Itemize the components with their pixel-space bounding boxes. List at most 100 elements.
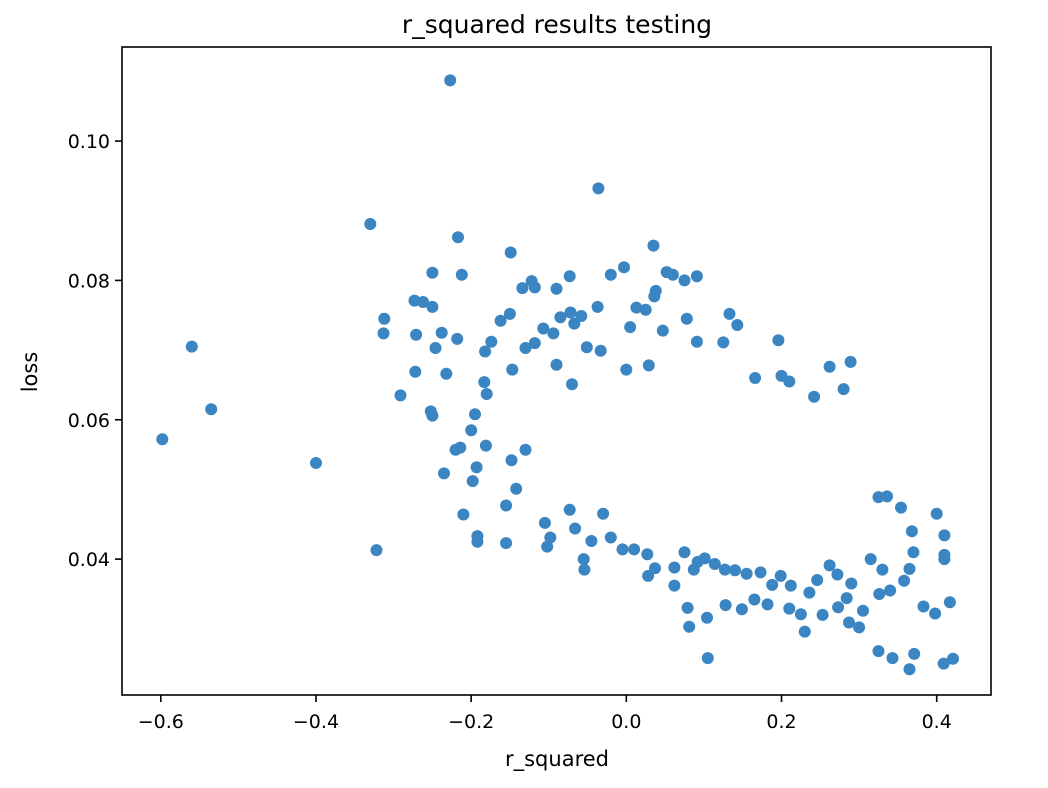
data-point xyxy=(465,424,478,437)
plot-frame xyxy=(121,46,992,696)
data-point xyxy=(604,531,617,544)
data-point xyxy=(853,621,866,634)
data-point xyxy=(377,327,390,340)
data-point xyxy=(185,340,198,353)
data-point xyxy=(417,296,429,308)
data-point xyxy=(678,274,691,287)
data-point xyxy=(749,372,762,384)
data-point xyxy=(449,443,462,456)
data-point xyxy=(494,314,507,327)
data-point xyxy=(898,574,911,587)
y-tick-label: 0.04 xyxy=(68,549,110,571)
data-point xyxy=(591,300,604,313)
y-tick-label: 0.10 xyxy=(68,131,110,153)
data-point xyxy=(832,601,845,614)
data-point xyxy=(840,592,853,605)
data-point xyxy=(435,326,448,339)
data-point xyxy=(666,268,679,281)
data-point xyxy=(803,586,816,599)
data-point xyxy=(519,342,532,354)
data-point xyxy=(929,607,942,620)
data-point xyxy=(624,321,637,334)
data-point xyxy=(370,544,383,557)
data-point xyxy=(478,376,491,389)
data-point xyxy=(748,593,761,606)
data-point xyxy=(907,546,920,559)
data-point xyxy=(811,574,824,586)
data-point xyxy=(864,553,877,566)
data-point xyxy=(440,367,453,380)
data-point xyxy=(683,620,696,633)
data-point xyxy=(578,563,591,576)
data-point xyxy=(394,389,407,402)
data-point xyxy=(620,363,633,376)
data-point xyxy=(444,74,457,87)
data-point xyxy=(592,182,605,195)
data-point xyxy=(844,355,857,368)
data-point xyxy=(594,344,607,357)
data-point xyxy=(740,567,753,580)
data-point xyxy=(569,522,582,535)
data-point xyxy=(506,363,519,376)
x-tick-label: 0.4 xyxy=(922,711,952,733)
x-tick-label: −0.2 xyxy=(448,711,494,733)
data-point xyxy=(647,239,660,252)
data-point xyxy=(772,334,785,347)
data-point xyxy=(690,270,703,283)
data-point xyxy=(426,266,439,279)
data-point xyxy=(872,491,885,504)
data-point xyxy=(310,457,322,469)
data-point xyxy=(409,365,422,378)
data-point xyxy=(717,336,730,349)
data-point xyxy=(426,300,439,313)
data-point xyxy=(947,652,959,665)
data-point xyxy=(656,324,669,337)
data-point xyxy=(568,317,581,330)
data-point xyxy=(457,508,470,521)
data-point xyxy=(843,616,855,629)
data-point xyxy=(816,608,829,621)
data-point xyxy=(500,537,513,550)
data-point xyxy=(937,657,950,670)
x-axis-label: r_squared xyxy=(505,747,609,772)
data-point xyxy=(903,663,916,676)
data-point xyxy=(604,268,617,281)
data-point xyxy=(719,599,732,612)
data-point xyxy=(541,540,554,553)
data-point xyxy=(731,319,744,331)
data-point xyxy=(528,281,541,294)
data-point xyxy=(668,579,681,592)
data-point xyxy=(503,307,516,320)
data-point xyxy=(668,561,681,574)
x-tick-label: 0.0 xyxy=(611,711,641,733)
data-point xyxy=(701,611,713,624)
x-tick-label: −0.6 xyxy=(138,711,184,733)
data-point xyxy=(547,327,560,340)
data-point xyxy=(723,307,736,320)
data-point xyxy=(794,608,807,621)
data-point xyxy=(455,268,468,281)
data-point xyxy=(426,409,439,422)
data-point xyxy=(410,328,423,341)
data-point xyxy=(837,383,850,396)
chart-title: r_squared results testing xyxy=(402,10,712,39)
data-point xyxy=(516,282,529,295)
data-point xyxy=(451,332,464,345)
scatter-points xyxy=(156,74,959,676)
data-point xyxy=(479,345,492,358)
data-point xyxy=(641,548,654,561)
data-point xyxy=(903,562,916,575)
data-point xyxy=(616,543,629,556)
data-point xyxy=(917,600,930,613)
data-point xyxy=(938,553,951,566)
x-tick-label: 0.2 xyxy=(766,711,796,733)
data-point xyxy=(575,310,588,322)
data-point xyxy=(471,535,484,548)
data-point xyxy=(470,461,483,474)
data-point xyxy=(681,601,694,614)
data-point xyxy=(577,553,590,566)
data-point xyxy=(680,312,693,325)
data-point xyxy=(480,388,493,400)
data-point xyxy=(469,408,481,421)
data-point xyxy=(630,301,643,314)
